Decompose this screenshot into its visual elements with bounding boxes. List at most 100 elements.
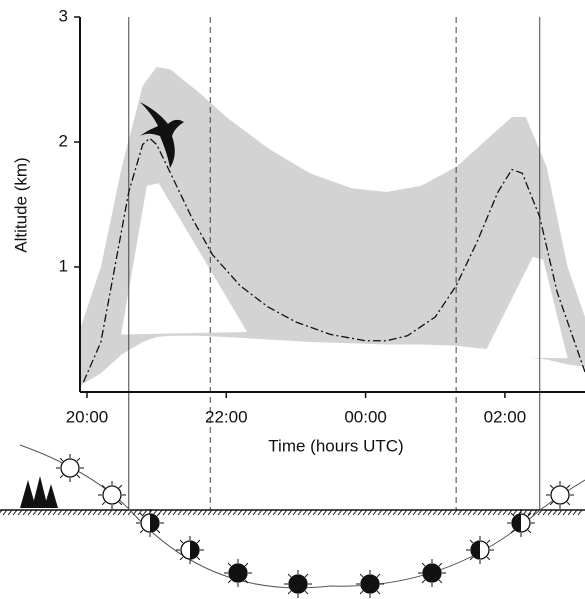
sun-ray	[527, 512, 532, 517]
horizon-hatch	[532, 509, 538, 516]
horizon-hatch	[307, 509, 313, 516]
sun-ray	[287, 573, 292, 578]
horizon-hatch	[197, 509, 203, 516]
x-tick-label: 00:00	[344, 407, 387, 426]
horizon-hatch	[222, 509, 228, 516]
horizon-hatch	[57, 509, 63, 516]
horizon-hatch	[262, 509, 268, 516]
sun-ray	[421, 562, 426, 567]
horizon-hatch	[177, 509, 183, 516]
band-hole	[482, 257, 568, 359]
horizon-hatch	[322, 509, 328, 516]
sun-ray	[566, 501, 571, 506]
horizon-hatch	[62, 509, 68, 516]
sun-ray	[438, 579, 443, 584]
horizon-hatch	[22, 509, 28, 516]
altitude-line	[82, 137, 585, 383]
horizon-hatch	[12, 509, 18, 516]
horizon-hatch	[267, 509, 273, 516]
plot	[79, 17, 585, 510]
horizon-hatch	[282, 509, 288, 516]
horizon-hatch	[217, 509, 223, 516]
sun-ray	[244, 579, 249, 584]
horizon-hatch	[207, 509, 213, 516]
sun-ray	[549, 484, 554, 489]
horizon-hatch	[572, 509, 578, 516]
horizon-hatch	[287, 509, 293, 516]
horizon-hatch	[247, 509, 253, 516]
sun-ray	[549, 501, 554, 506]
sun-ray	[359, 590, 364, 595]
sun-ray	[139, 529, 144, 534]
horizon-hatch	[472, 509, 478, 516]
sun-ray	[244, 562, 249, 567]
horizon-hatch	[227, 509, 233, 516]
sun-ray	[469, 556, 474, 561]
sun-half	[471, 541, 480, 559]
sun-ray	[438, 562, 443, 567]
horizon-hatch	[237, 509, 243, 516]
sun-ray	[196, 556, 201, 561]
horizon-hatch	[392, 509, 398, 516]
band-lower	[80, 335, 585, 392]
horizon-hatch	[492, 509, 498, 516]
horizon-hatch	[507, 509, 513, 516]
horizon-hatch	[552, 509, 558, 516]
sun-icon	[228, 563, 248, 583]
horizon-hatch	[212, 509, 218, 516]
horizon-hatch	[257, 509, 263, 516]
horizon-hatch	[547, 509, 553, 516]
sun-icon	[360, 574, 380, 594]
sun-ray	[179, 539, 184, 544]
sun-icon	[550, 485, 570, 505]
horizon-hatch	[172, 509, 178, 516]
sun-ray	[287, 590, 292, 595]
horizon-hatch	[387, 509, 393, 516]
horizon-hatch	[82, 509, 88, 516]
horizon-hatch	[27, 509, 33, 516]
sun-half	[150, 514, 159, 532]
horizon-hatch	[337, 509, 343, 516]
horizon-hatch	[137, 509, 143, 516]
horizon-hatch	[117, 509, 123, 516]
horizon-hatch	[402, 509, 408, 516]
horizon-hatch	[442, 509, 448, 516]
horizon-hatch	[557, 509, 563, 516]
sun-icon	[288, 574, 308, 594]
horizon-hatch	[37, 509, 43, 516]
horizon-hatch	[527, 509, 533, 516]
horizon-hatch	[162, 509, 168, 516]
horizon-hatch	[347, 509, 353, 516]
sun-ray	[469, 539, 474, 544]
x-tick-label: 02:00	[484, 407, 527, 426]
sun-ray	[101, 501, 106, 506]
sun-ray	[304, 590, 309, 595]
horizon-hatch	[32, 509, 38, 516]
horizon-hatch	[537, 509, 543, 516]
sun-half	[512, 514, 521, 532]
horizon-hatch	[272, 509, 278, 516]
sun-ray	[421, 579, 426, 584]
sun-icon	[60, 458, 80, 478]
sun-ray	[76, 474, 81, 479]
horizon-hatch	[252, 509, 258, 516]
x-axis-label: Time (hours UTC)	[268, 436, 403, 455]
horizon-hatch	[292, 509, 298, 516]
band-hole	[121, 183, 248, 335]
horizon-hatch	[512, 509, 518, 516]
horizon-hatch	[167, 509, 173, 516]
sun-ray	[566, 484, 571, 489]
horizon-hatch	[437, 509, 443, 516]
horizon-hatch	[52, 509, 58, 516]
sun-ray	[527, 529, 532, 534]
horizon-hatch	[477, 509, 483, 516]
horizon-hatch	[542, 509, 548, 516]
horizon-hatch	[357, 509, 363, 516]
horizon-hatch	[497, 509, 503, 516]
horizon-hatch	[462, 509, 468, 516]
horizon-hatch	[487, 509, 493, 516]
horizon-hatch	[202, 509, 208, 516]
horizon-hatch	[312, 509, 318, 516]
sun-icon	[102, 485, 122, 505]
horizon-hatch	[412, 509, 418, 516]
